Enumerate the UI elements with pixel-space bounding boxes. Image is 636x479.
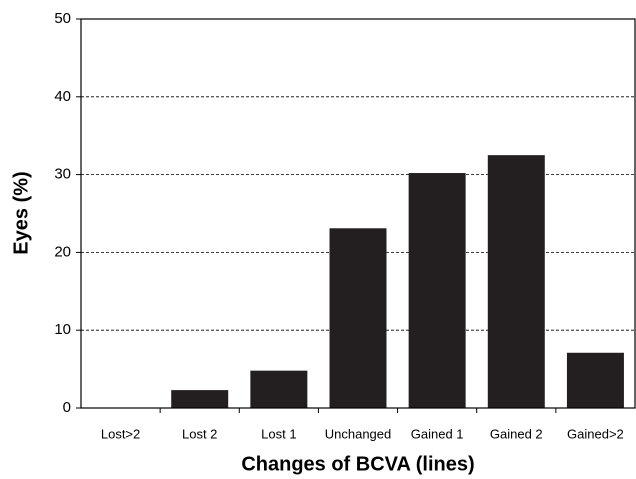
plot-frame <box>80 18 636 409</box>
bar <box>171 390 229 408</box>
y-tick-label: 20 <box>54 243 71 260</box>
x-tick-label: Unchanged <box>325 426 392 441</box>
y-tick-label: 40 <box>54 88 71 105</box>
y-tick-label: 10 <box>54 321 71 338</box>
x-tick-label: Gained>2 <box>567 426 624 441</box>
x-tick-label: Lost>2 <box>101 426 140 441</box>
x-tick-label: Lost 1 <box>261 426 296 441</box>
y-tick-label: 30 <box>54 166 71 183</box>
bar <box>566 352 624 408</box>
bar <box>487 155 545 408</box>
bar <box>250 370 308 408</box>
y-axis-label: Eyes (%) <box>10 171 32 254</box>
x-tick-label: Gained 1 <box>411 426 464 441</box>
y-tick-label: 0 <box>63 399 71 416</box>
bar <box>329 228 387 408</box>
x-axis-label: Changes of BCVA (lines) <box>241 453 474 475</box>
bar <box>408 173 466 408</box>
y-tick-label: 50 <box>54 10 71 27</box>
x-tick-label: Lost 2 <box>182 426 217 441</box>
x-tick-label: Gained 2 <box>490 426 543 441</box>
